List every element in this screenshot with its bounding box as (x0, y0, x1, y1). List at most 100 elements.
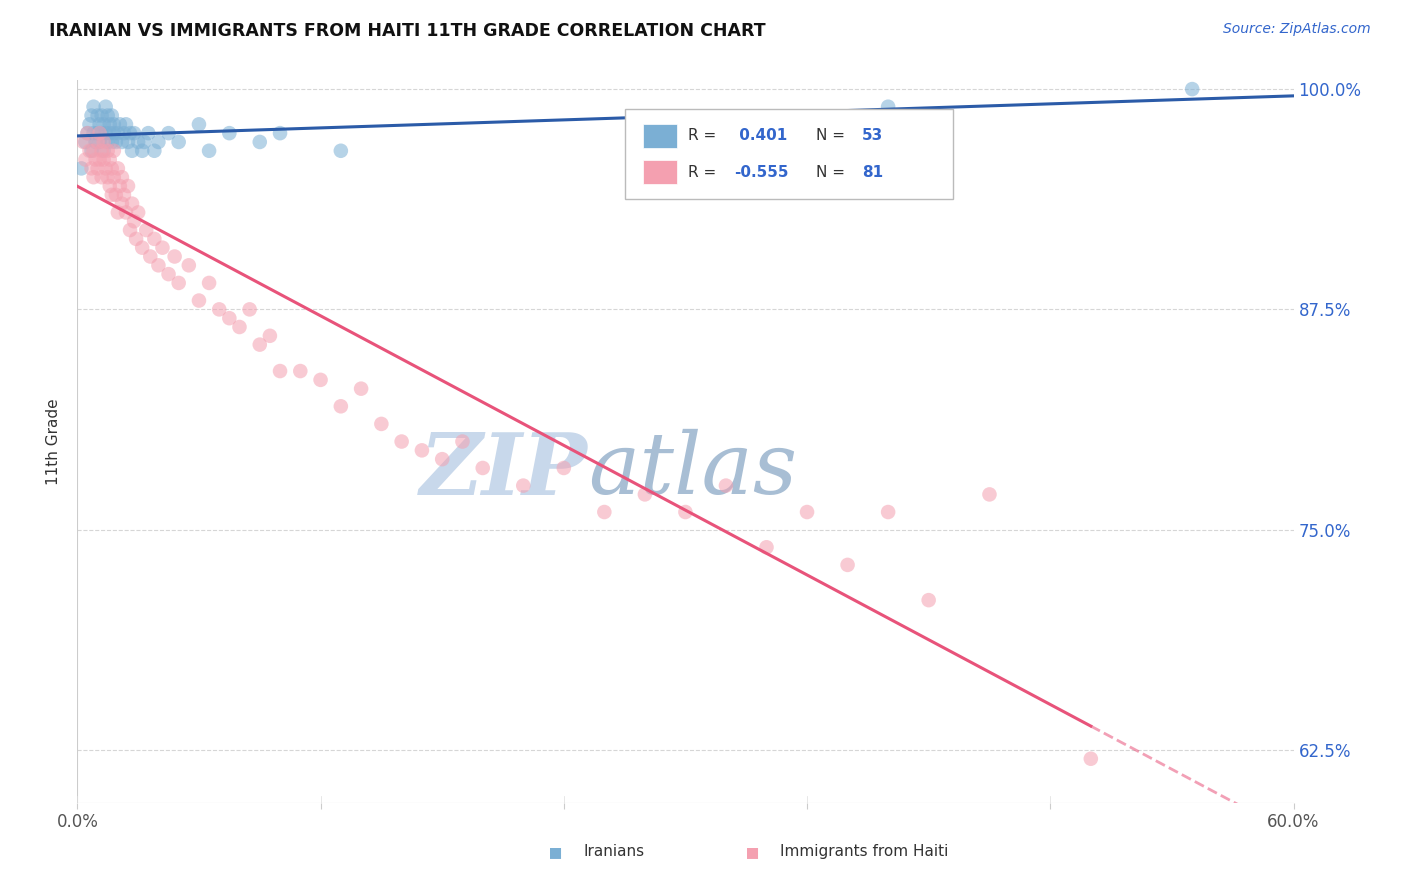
Point (118, 126, 141, 140)
Point (86, 135, 108, 149)
Point (131, 144, 153, 158)
Point (163, 250, 186, 264)
Point (83, 144, 105, 158)
Point (80, 109, 103, 123)
Point (329, 399, 352, 413)
Point (877, 100, 900, 114)
Point (103, 144, 125, 158)
Point (89, 126, 111, 140)
Point (76, 126, 98, 140)
Point (1181, 82, 1204, 96)
FancyBboxPatch shape (643, 124, 676, 148)
Point (112, 187, 135, 202)
Point (329, 144, 352, 158)
Point (89, 153, 111, 167)
Point (290, 364, 312, 378)
Point (111, 135, 134, 149)
Point (134, 135, 156, 149)
Text: N =: N = (815, 164, 849, 179)
Point (188, 117, 211, 131)
Point (553, 461, 575, 475)
Point (918, 593, 941, 607)
Point (107, 205, 129, 219)
Point (796, 505, 818, 519)
Point (83, 100, 105, 114)
Point (94, 161, 117, 176)
Point (430, 452, 453, 467)
Point (471, 461, 494, 475)
Point (157, 126, 180, 140)
Point (136, 126, 159, 140)
Point (152, 241, 174, 255)
Point (75, 153, 97, 167)
Point (84, 135, 107, 149)
Point (86, 109, 108, 123)
Point (83, 170, 105, 185)
Point (157, 267, 180, 281)
Point (593, 505, 616, 519)
Point (103, 117, 125, 131)
Point (98, 179, 121, 194)
Point (139, 250, 162, 264)
Point (198, 144, 221, 158)
Point (148, 135, 170, 149)
Point (117, 179, 139, 194)
Point (370, 417, 392, 431)
Point (76, 126, 98, 140)
Point (70, 161, 93, 176)
Point (79, 144, 101, 158)
Text: ZIP: ZIP (420, 429, 588, 512)
Point (127, 135, 149, 149)
Point (167, 276, 190, 290)
Point (94, 126, 117, 140)
Point (97, 144, 120, 158)
Point (249, 135, 271, 149)
Point (125, 232, 148, 246)
Point (93, 153, 115, 167)
Point (111, 170, 134, 185)
Point (94, 100, 117, 114)
Point (97, 109, 120, 123)
FancyBboxPatch shape (643, 161, 676, 184)
Point (218, 311, 240, 326)
Point (118, 223, 141, 237)
Point (350, 382, 373, 396)
Text: Immigrants from Haiti: Immigrants from Haiti (780, 845, 949, 859)
Text: R =: R = (688, 164, 721, 179)
Point (90, 126, 112, 140)
Point (108, 117, 131, 131)
Point (143, 232, 166, 246)
Point (89, 135, 111, 149)
Point (228, 320, 250, 334)
Point (837, 558, 859, 572)
Text: ▪: ▪ (548, 842, 562, 862)
Y-axis label: 11th Grade: 11th Grade (46, 398, 62, 485)
Point (97, 170, 120, 185)
Point (90, 109, 112, 123)
Point (269, 126, 291, 140)
Point (634, 487, 657, 501)
Point (115, 205, 138, 219)
Point (755, 541, 778, 555)
Text: -0.555: -0.555 (734, 164, 789, 179)
Point (979, 487, 1001, 501)
Point (111, 196, 134, 211)
Point (411, 443, 433, 458)
Point (97, 135, 120, 149)
Point (391, 434, 413, 449)
Point (167, 135, 190, 149)
Point (101, 135, 124, 149)
Text: 0.401: 0.401 (734, 128, 787, 144)
Point (90, 170, 112, 185)
Point (512, 478, 534, 492)
Point (107, 161, 129, 176)
Point (80, 161, 103, 176)
Point (451, 434, 474, 449)
Point (117, 135, 139, 149)
Point (86, 126, 108, 140)
Point (148, 258, 170, 272)
Text: N =: N = (815, 128, 849, 144)
Point (675, 505, 697, 519)
Text: Iranians: Iranians (583, 845, 644, 859)
Point (122, 214, 145, 228)
